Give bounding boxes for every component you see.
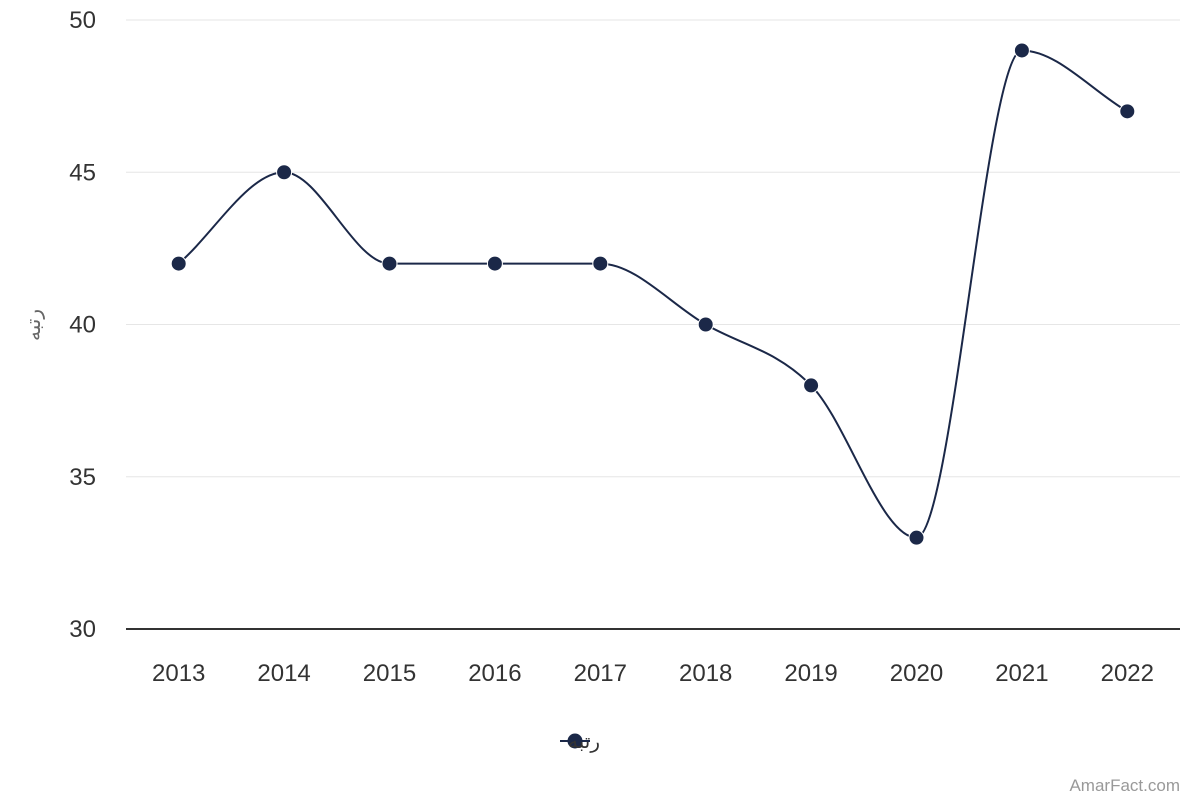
data-point-2013[interactable] [170, 255, 187, 272]
data-point-2016[interactable] [486, 255, 503, 272]
data-point-2014[interactable] [276, 164, 293, 181]
data-point-2015[interactable] [381, 255, 398, 272]
x-tick-label: 2014 [257, 660, 310, 687]
y-tick-label: 30 [69, 616, 96, 643]
x-tick-label: 2013 [152, 660, 205, 687]
y-tick-label: 40 [69, 312, 96, 339]
y-axis: 30 35 40 45 50 [69, 7, 96, 643]
y-tick-label: 35 [69, 464, 96, 491]
series-layer [170, 42, 1136, 546]
x-tick-label: 2018 [679, 660, 732, 687]
credits-text[interactable]: AmarFact.com [1069, 776, 1180, 795]
data-point-2017[interactable] [592, 255, 609, 272]
y-axis-title: رتبه [23, 309, 45, 341]
x-axis: 2013 2014 2015 2016 2017 2018 2019 2020 2021 2022 [126, 628, 1180, 687]
x-tick-label: 2021 [995, 660, 1048, 687]
data-point-2018[interactable] [697, 316, 714, 333]
y-tick-label: 45 [69, 159, 96, 186]
x-tick-label: 2022 [1101, 660, 1154, 687]
data-point-2021[interactable] [1013, 42, 1030, 59]
legend[interactable]: رتبه [560, 731, 600, 753]
data-point-2022[interactable] [1119, 103, 1136, 120]
legend-marker-icon [567, 733, 583, 749]
x-tick-label: 2016 [468, 660, 521, 687]
x-tick-label: 2020 [890, 660, 943, 687]
data-point-2019[interactable] [803, 377, 820, 394]
x-tick-label: 2017 [574, 660, 627, 687]
gridlines [126, 19, 1180, 478]
legend-label[interactable]: رتبه [568, 731, 600, 753]
x-tick-label: 2019 [784, 660, 837, 687]
x-tick-label: 2015 [363, 660, 416, 687]
y-tick-label: 50 [69, 7, 96, 34]
data-point-2020[interactable] [908, 529, 925, 546]
series-line [178, 49, 1128, 539]
